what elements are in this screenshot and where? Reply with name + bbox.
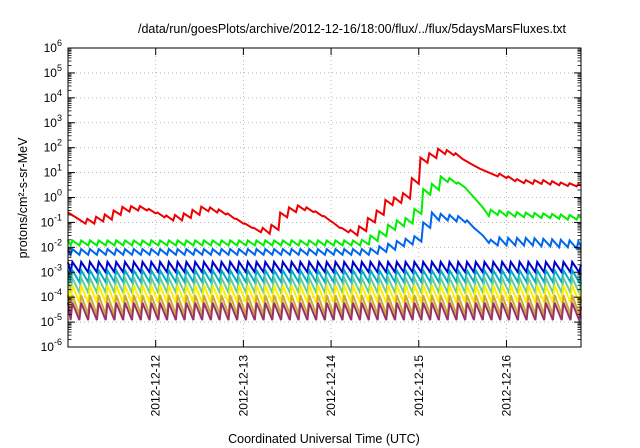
x-tick-label: 2012-12-13 — [236, 355, 250, 417]
y-tick-label: 102 — [44, 138, 62, 155]
x-tick-label: 2012-12-12 — [149, 355, 163, 417]
y-tick-label: 106 — [44, 38, 62, 55]
y-tick-label: 100 — [44, 188, 62, 205]
x-tick-label: 2012-12-15 — [412, 355, 426, 417]
series-line-2 — [67, 174, 582, 249]
x-tick-label: 2012-12-16 — [499, 355, 513, 417]
y-tick-label: 10-6 — [41, 337, 62, 354]
series-group — [67, 147, 582, 324]
y-tick-label: 10-2 — [41, 237, 62, 254]
y-axis-label: protons/cm²-s-sr-MeV — [16, 137, 30, 259]
chart-title: /data/run/goesPlots/archive/2012-12-16/1… — [138, 22, 567, 36]
series-line-3 — [67, 210, 582, 258]
series-line-4 — [67, 259, 582, 275]
series-line-9 — [67, 302, 582, 324]
y-tick-label: 103 — [44, 113, 62, 130]
y-tick-label: 101 — [44, 163, 62, 180]
y-tick-label: 10-4 — [41, 287, 62, 304]
y-tick-label: 104 — [44, 88, 62, 105]
ticks: 10-6 10-5 10-4 10-3 10-2 10-1 100 101 102 103 104 1… — [41, 38, 581, 416]
y-tick-label: 105 — [44, 63, 62, 80]
series-line-7 — [67, 284, 582, 307]
y-tick-label: 10-3 — [41, 262, 62, 279]
y-tick-label: 10-5 — [41, 312, 62, 329]
series-line-6 — [67, 274, 582, 297]
series-line-1 — [67, 147, 582, 238]
y-tick-label: 10-1 — [41, 212, 62, 229]
x-tick-label: 2012-12-14 — [324, 355, 338, 417]
x-axis-label: Coordinated Universal Time (UTC) — [228, 432, 420, 446]
